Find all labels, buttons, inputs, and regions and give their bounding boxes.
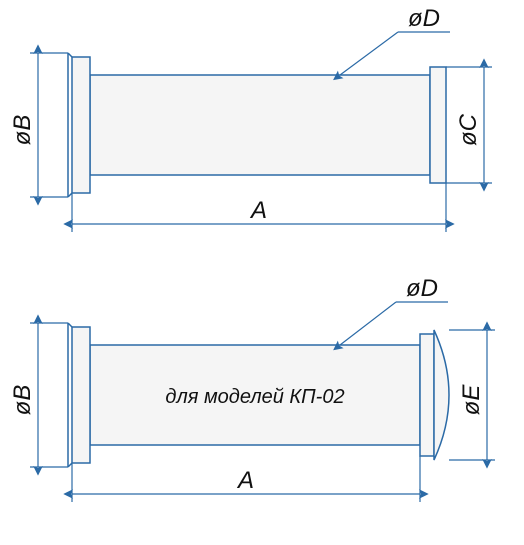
label-oe-bottom: øE <box>458 384 485 416</box>
technical-drawing: øB øC øD A для моделей КП-02 ø <box>0 0 524 545</box>
label-a-bottom: A <box>236 467 254 494</box>
label-od-bottom: øD <box>406 275 438 302</box>
label-oc-top: øC <box>455 113 482 146</box>
note-kp02: для моделей КП-02 <box>165 386 344 408</box>
figure-bottom: для моделей КП-02 øB øE øD A <box>9 275 495 502</box>
label-a-top: A <box>249 197 267 224</box>
figure-top: øB øC øD A <box>9 5 492 232</box>
label-od-top: øD <box>408 5 440 32</box>
label-ob-top: øB <box>9 115 36 146</box>
label-ob-bottom: øB <box>9 385 36 416</box>
